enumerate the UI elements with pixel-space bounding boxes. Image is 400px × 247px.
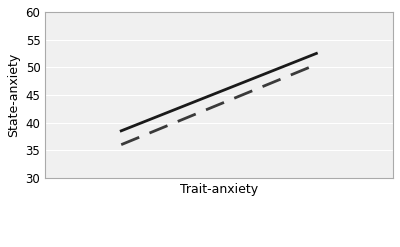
Legend: Male, Female: Male, Female	[135, 246, 302, 247]
Y-axis label: State-anxiety: State-anxiety	[7, 53, 20, 137]
X-axis label: Trait-anxiety: Trait-anxiety	[180, 183, 258, 196]
